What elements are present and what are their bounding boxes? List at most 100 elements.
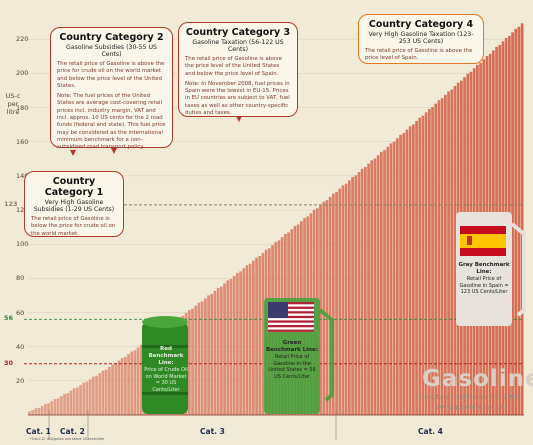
bar xyxy=(50,401,54,415)
cat-1-label: Cat. 1 xyxy=(26,427,51,436)
red-benchmark-text: Red Benchmark Line: Price of Crude Oil o… xyxy=(144,346,188,393)
red-benchmark-title: Red Benchmark Line: xyxy=(148,346,184,367)
gray-benchmark-desc: Retail Price of Gasoline in Spain = 123 … xyxy=(459,276,509,296)
bar xyxy=(517,26,521,415)
y-tick-label: 200 xyxy=(16,69,29,78)
bar xyxy=(104,369,108,415)
bar xyxy=(197,302,201,415)
bar xyxy=(76,387,79,415)
y-axis-label: US-c per litre xyxy=(5,92,21,116)
category-4-box: Country Category 4 Very High Gasoline Ta… xyxy=(358,14,484,64)
bar xyxy=(229,278,233,415)
reference-label-56: 56 xyxy=(4,314,14,323)
bar xyxy=(389,143,393,415)
bar xyxy=(194,305,198,415)
bar xyxy=(117,360,121,415)
cat-2-label: Cat. 2 xyxy=(60,427,85,436)
bar xyxy=(242,268,246,415)
y-tick-label: 220 xyxy=(16,35,29,44)
bar xyxy=(412,124,415,415)
bar xyxy=(447,91,450,415)
bar xyxy=(140,344,143,415)
source-link[interactable]: www.gtz.de/fuelprices xyxy=(436,403,508,411)
bar xyxy=(328,196,332,415)
bar xyxy=(69,390,73,415)
reference-label-30: 30 xyxy=(4,358,14,367)
y-tick-label: 140 xyxy=(16,171,29,180)
category-2-text-2: Note: The fuel prices of the United Stat… xyxy=(57,93,166,151)
bar xyxy=(261,252,265,415)
gray-benchmark-title: Gray Benchmark Line: xyxy=(458,262,510,276)
bar xyxy=(63,393,66,415)
bar xyxy=(405,129,409,415)
cat-4-label: Cat. 4 xyxy=(418,427,443,436)
footnote: *Sub-C,D: US$/gallon and above US-cents/… xyxy=(30,437,105,441)
category-4-title: Country Category 4 xyxy=(368,19,474,30)
y-tick-label: 120 xyxy=(16,206,29,214)
bar xyxy=(108,366,111,415)
category-3-box: Country Category 3 Gasoline Taxation (56… xyxy=(178,22,298,117)
bar xyxy=(335,191,338,415)
bar xyxy=(120,357,124,415)
bar xyxy=(360,168,364,415)
bar xyxy=(437,100,441,415)
bar xyxy=(520,23,524,415)
bar xyxy=(130,351,134,415)
y-tick-label: 160 xyxy=(16,137,29,146)
bar xyxy=(440,98,444,416)
category-2-box: Country Category 2 Gasoline Subsidies (3… xyxy=(50,27,173,151)
bar xyxy=(514,28,518,416)
bar xyxy=(223,283,226,415)
category-4-subtitle: Very High Gasoline Taxation (123-253 US … xyxy=(368,31,474,45)
bar xyxy=(200,301,204,415)
spain-flag-icon xyxy=(460,226,506,256)
category-3-subtitle: Gasoline Taxation (56-122 US Cents) xyxy=(192,39,284,53)
category-4-text: The retail price of Gasoline is above th… xyxy=(365,48,473,62)
bar xyxy=(236,272,239,415)
bar xyxy=(111,364,114,415)
bar xyxy=(325,200,329,415)
bar xyxy=(204,298,207,415)
chart-title: Gasoline xyxy=(422,366,533,392)
bar xyxy=(424,112,428,416)
y-tick-label: 20 xyxy=(16,376,25,385)
bar xyxy=(341,185,345,415)
bar xyxy=(79,385,82,415)
bar xyxy=(373,158,377,416)
bar xyxy=(364,166,367,415)
bar xyxy=(367,163,370,415)
red-benchmark-desc: Price of Crude Oil on World Market = 30 … xyxy=(144,367,188,393)
bar xyxy=(95,375,98,415)
bar xyxy=(85,381,89,415)
bar xyxy=(191,308,194,415)
bar xyxy=(357,172,361,415)
bar xyxy=(101,370,105,415)
bar xyxy=(344,183,348,415)
bar xyxy=(376,155,380,415)
bar xyxy=(258,256,262,415)
category-3-title: Country Category 3 xyxy=(185,27,291,38)
bar xyxy=(72,388,76,415)
bar xyxy=(188,309,191,415)
bar xyxy=(408,126,412,415)
bar xyxy=(428,108,431,416)
bar xyxy=(450,89,454,415)
bar xyxy=(34,408,38,415)
cat1-pointer xyxy=(70,150,76,156)
bar xyxy=(402,133,406,415)
bar xyxy=(232,275,236,415)
bar xyxy=(40,405,44,415)
bar xyxy=(338,188,342,415)
bar xyxy=(226,280,230,415)
y-tick-label: 180 xyxy=(16,103,29,112)
bar xyxy=(133,350,137,415)
bar xyxy=(396,138,399,415)
bar xyxy=(386,146,390,416)
bar xyxy=(92,376,95,415)
bar xyxy=(245,265,249,415)
category-3-text-1: The retail price of Gasoline is above th… xyxy=(185,56,282,77)
cat2-pointer xyxy=(111,148,117,154)
bar xyxy=(255,257,258,415)
bar xyxy=(431,107,434,416)
